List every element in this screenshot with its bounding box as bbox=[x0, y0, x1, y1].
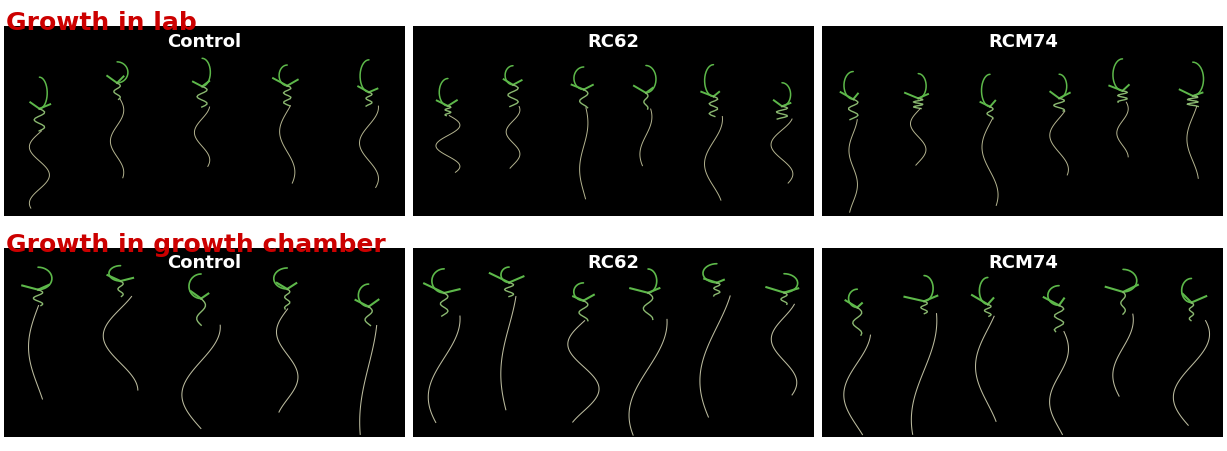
Text: Control: Control bbox=[167, 254, 242, 272]
Text: RCM74: RCM74 bbox=[988, 33, 1058, 51]
Text: RC62: RC62 bbox=[588, 254, 639, 272]
Text: Growth in growth chamber: Growth in growth chamber bbox=[6, 232, 385, 256]
Text: Control: Control bbox=[167, 33, 242, 51]
Text: RC62: RC62 bbox=[588, 33, 639, 51]
Text: RCM74: RCM74 bbox=[988, 254, 1058, 272]
Text: Growth in lab: Growth in lab bbox=[6, 11, 196, 35]
